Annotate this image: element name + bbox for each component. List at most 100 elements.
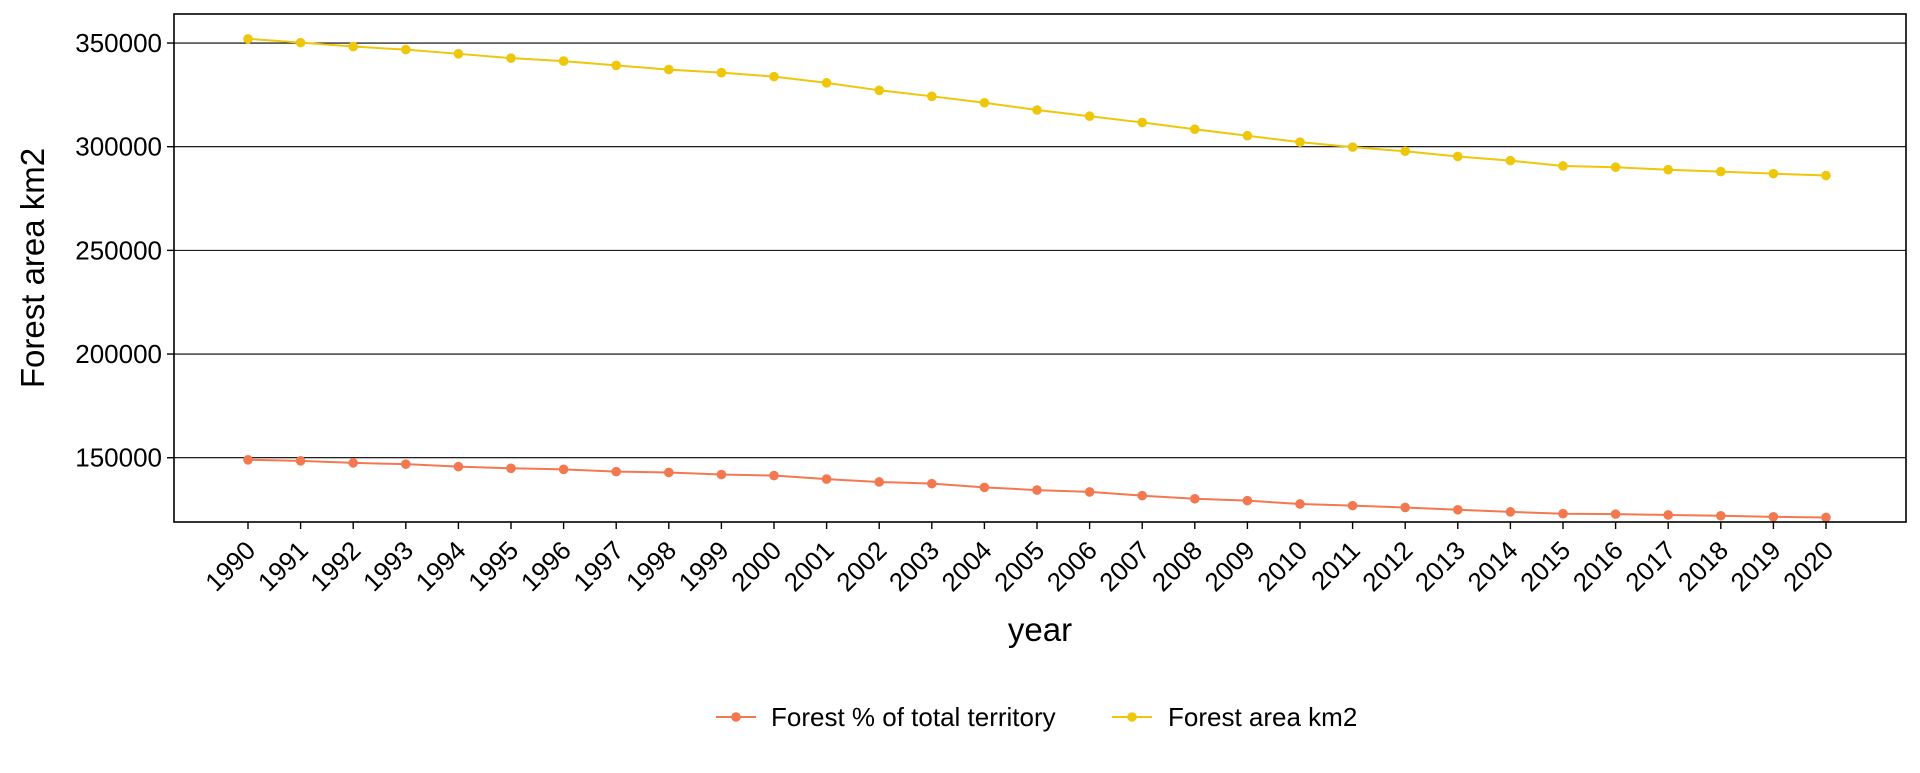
x-tick-label: 1992 bbox=[304, 535, 366, 597]
x-tick-label: 2005 bbox=[988, 535, 1050, 597]
legend-label: Forest area km2 bbox=[1168, 702, 1357, 732]
x-tick-label: 2010 bbox=[1251, 535, 1313, 597]
data-point bbox=[874, 85, 884, 96]
data-point bbox=[664, 467, 674, 478]
data-point bbox=[1242, 495, 1253, 506]
data-point bbox=[453, 49, 464, 59]
series-group bbox=[243, 454, 1831, 523]
y-tick-label: 200000 bbox=[75, 339, 162, 369]
data-point bbox=[1453, 151, 1463, 162]
data-point bbox=[1295, 499, 1305, 509]
data-point bbox=[1242, 130, 1253, 141]
data-point bbox=[1190, 493, 1200, 504]
x-tick-label: 2011 bbox=[1305, 535, 1366, 596]
data-point bbox=[821, 474, 832, 484]
data-point bbox=[769, 470, 779, 481]
y-tick-label: 350000 bbox=[75, 28, 162, 58]
x-tick-label: 2020 bbox=[1777, 535, 1839, 597]
data-point bbox=[1663, 164, 1673, 175]
x-tick-label: 2002 bbox=[830, 535, 892, 597]
data-point bbox=[1400, 146, 1410, 157]
x-tick-label: 2008 bbox=[1146, 535, 1208, 597]
x-tick-label: 1993 bbox=[357, 535, 419, 597]
data-point bbox=[611, 466, 621, 477]
data-point bbox=[1663, 510, 1673, 520]
data-point bbox=[664, 64, 674, 75]
data-point bbox=[1768, 168, 1779, 179]
x-tick-label: 2007 bbox=[1093, 535, 1155, 597]
data-point bbox=[1610, 162, 1621, 173]
x-tick-label: 2012 bbox=[1356, 535, 1418, 597]
data-point bbox=[1347, 500, 1358, 511]
y-tick-label: 300000 bbox=[75, 132, 162, 162]
legend-label: Forest % of total territory bbox=[771, 702, 1056, 732]
x-tick-label: 2009 bbox=[1199, 535, 1261, 597]
plot-panel-border bbox=[173, 13, 1907, 523]
data-point bbox=[243, 34, 253, 44]
data-point bbox=[1137, 490, 1147, 501]
data-point bbox=[979, 482, 990, 493]
data-point bbox=[769, 71, 779, 82]
x-tick-label: 2001 bbox=[778, 535, 840, 597]
x-axis: 1990199119921993199419951996199719981999… bbox=[199, 522, 1839, 597]
legend: Forest % of total territory Forest area k… bbox=[716, 702, 1357, 732]
x-tick-label: 1994 bbox=[410, 535, 472, 597]
x-tick-label: 1998 bbox=[620, 535, 682, 597]
y-axis: 150000 200000 250000 300000 350000 bbox=[75, 28, 174, 473]
data-point bbox=[821, 78, 832, 88]
x-tick-label: 1999 bbox=[673, 535, 735, 597]
data-point bbox=[558, 56, 569, 66]
data-point bbox=[716, 67, 727, 78]
x-tick-label: 2017 bbox=[1619, 535, 1681, 597]
data-point bbox=[295, 37, 306, 48]
x-tick-label: 2016 bbox=[1567, 535, 1629, 597]
data-point bbox=[453, 461, 464, 472]
x-tick-label: 2015 bbox=[1514, 535, 1576, 597]
data-point bbox=[1347, 142, 1358, 152]
data-point bbox=[1558, 508, 1568, 519]
data-point bbox=[243, 454, 253, 465]
x-tick-label: 2000 bbox=[725, 535, 787, 597]
data-point bbox=[1032, 105, 1042, 115]
data-point bbox=[1768, 512, 1779, 522]
data-point bbox=[1716, 166, 1726, 177]
data-point bbox=[401, 44, 411, 55]
series-layer bbox=[243, 34, 1831, 523]
data-point bbox=[716, 469, 727, 480]
data-point bbox=[295, 456, 306, 466]
x-tick-label: 1990 bbox=[199, 535, 261, 597]
data-point bbox=[1295, 137, 1305, 147]
data-point bbox=[1821, 170, 1831, 181]
x-tick-label: 2004 bbox=[936, 535, 998, 597]
data-point bbox=[401, 459, 411, 469]
data-point bbox=[1190, 124, 1200, 135]
x-axis-title: year bbox=[1008, 611, 1072, 648]
legend-key-point bbox=[1127, 712, 1137, 722]
data-point bbox=[1505, 155, 1516, 166]
data-point bbox=[1558, 161, 1568, 171]
x-tick-label: 1995 bbox=[462, 535, 524, 597]
data-point bbox=[1400, 502, 1410, 513]
data-point bbox=[1137, 117, 1147, 128]
x-tick-label: 2014 bbox=[1462, 535, 1524, 597]
data-point bbox=[506, 53, 516, 63]
data-point bbox=[348, 41, 359, 52]
y-tick-label: 250000 bbox=[75, 235, 162, 265]
x-tick-label: 2018 bbox=[1672, 535, 1734, 597]
data-point bbox=[1716, 510, 1726, 521]
x-tick-label: 2006 bbox=[1041, 535, 1103, 597]
data-point bbox=[1032, 485, 1042, 495]
data-point bbox=[1610, 509, 1621, 519]
series-group bbox=[243, 34, 1831, 181]
x-tick-label: 1997 bbox=[567, 535, 629, 597]
data-point bbox=[979, 97, 990, 108]
data-point bbox=[1084, 487, 1095, 497]
data-point bbox=[1821, 512, 1831, 523]
y-tick-label: 150000 bbox=[75, 443, 162, 473]
x-tick-label: 2019 bbox=[1725, 535, 1787, 597]
data-point bbox=[348, 458, 359, 468]
grid-lines bbox=[174, 42, 1906, 459]
data-point bbox=[558, 464, 569, 475]
